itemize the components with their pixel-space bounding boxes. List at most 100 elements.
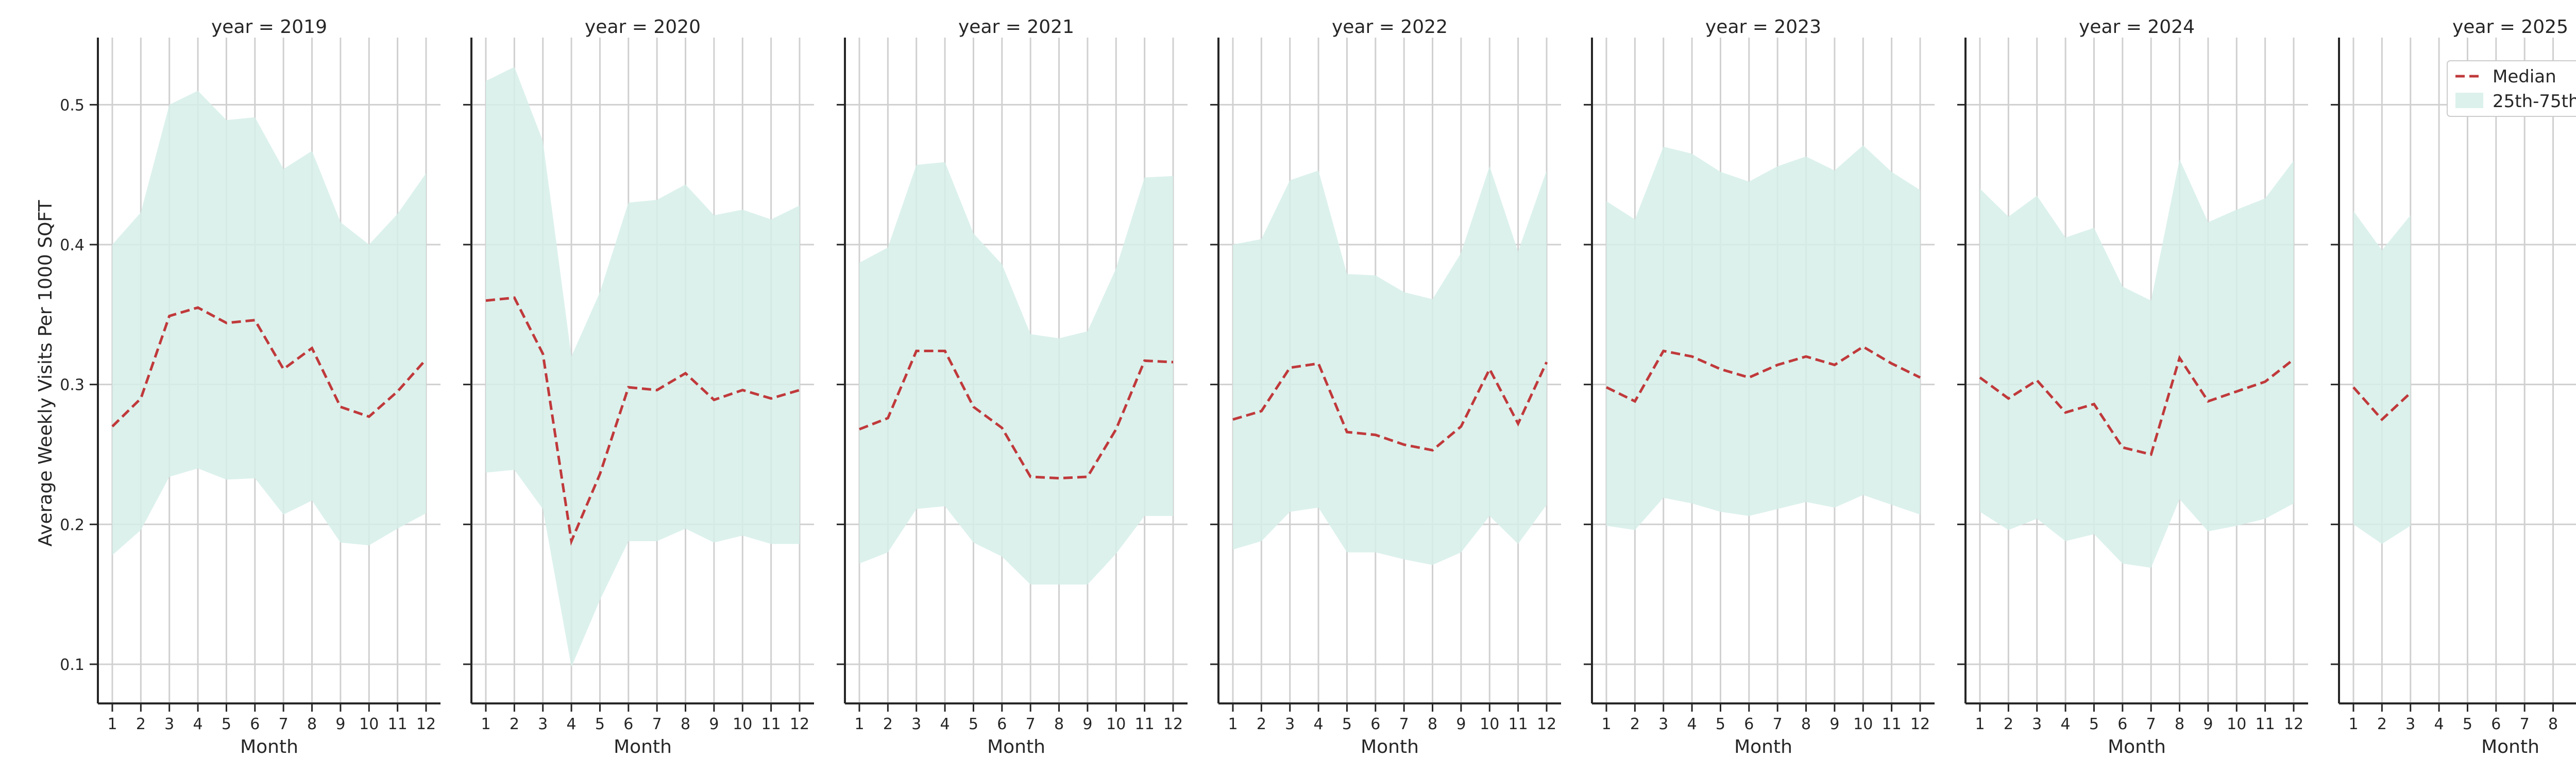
x-tick-label-facet-5-8: 8: [1801, 715, 1811, 733]
facet-title-7: year = 2025: [2452, 16, 2568, 38]
percentile-band-facet-3: [859, 162, 1173, 585]
x-tick-label-facet-3-2: 2: [883, 715, 893, 733]
x-tick-label-facet-6-3: 3: [2032, 715, 2042, 733]
legend-band-label: 25th-75th Percentile: [2493, 91, 2576, 112]
x-tick-label-facet-6-1: 1: [1975, 715, 1985, 733]
x-tick-label-facet-5-4: 4: [1687, 715, 1697, 733]
facet-title-3: year = 2021: [958, 16, 1074, 38]
x-tick-label-facet-6-5: 5: [2089, 715, 2099, 733]
median-line-facet-4: [1232, 361, 1548, 452]
x-tick-label-facet-3-1: 1: [854, 715, 864, 733]
x-tick-label-facet-3-12: 12: [1163, 715, 1183, 733]
x-tick-label-facet-3-7: 7: [1026, 715, 1036, 733]
y-tick-label-3: 0.3: [60, 376, 84, 394]
median-line-facet-2: [485, 296, 800, 546]
x-tick-label-facet-3-11: 11: [1135, 715, 1155, 733]
x-tick-label-facet-4-7: 7: [1399, 715, 1409, 733]
percentile-band-facet-2: [486, 67, 800, 667]
x-tick-label-facet-1-3: 3: [164, 715, 174, 733]
percentile-band-facet-5: [1606, 145, 1920, 530]
x-tick-label-facet-7-5: 5: [2463, 715, 2472, 733]
x-axis-title-facet-7: Month: [2481, 736, 2539, 757]
x-tick-label-facet-2-10: 10: [733, 715, 752, 733]
facet-title-1: year = 2019: [211, 16, 327, 38]
x-tick-label-facet-5-3: 3: [1658, 715, 1668, 733]
x-tick-label-facet-1-1: 1: [107, 715, 117, 733]
x-tick-label-facet-7-1: 1: [2348, 715, 2358, 733]
x-tick-label-facet-2-5: 5: [595, 715, 605, 733]
y-tick-label-4: 0.4: [60, 236, 84, 254]
legend-median-label: Median: [2493, 66, 2556, 87]
x-tick-label-facet-6-11: 11: [2256, 715, 2275, 733]
x-tick-label-facet-7-7: 7: [2520, 715, 2530, 733]
x-axis-title-facet-5: Month: [1734, 736, 1792, 757]
x-tick-label-facet-1-4: 4: [193, 715, 203, 733]
x-tick-label-facet-5-9: 9: [1829, 715, 1839, 733]
x-tick-label-facet-1-8: 8: [307, 715, 317, 733]
x-tick-label-facet-6-8: 8: [2175, 715, 2184, 733]
x-tick-label-facet-2-3: 3: [538, 715, 548, 733]
x-tick-label-facet-2-8: 8: [681, 715, 690, 733]
x-tick-label-facet-4-2: 2: [1257, 715, 1266, 733]
x-tick-label-facet-5-12: 12: [1910, 715, 1930, 733]
y-tick-label-1: 0.1: [60, 656, 84, 674]
x-tick-label-facet-2-12: 12: [790, 715, 809, 733]
x-tick-label-facet-4-3: 3: [1285, 715, 1295, 733]
x-tick-label-facet-3-6: 6: [997, 715, 1007, 733]
y-tick-label-2: 0.2: [60, 516, 84, 534]
x-tick-label-facet-3-9: 9: [1082, 715, 1092, 733]
percentile-band-facet-7: [2353, 211, 2411, 544]
x-tick-label-facet-5-1: 1: [1601, 715, 1611, 733]
facet-title-2: year = 2020: [585, 16, 701, 38]
y-tick-label-5: 0.5: [60, 96, 84, 114]
x-tick-label-facet-1-9: 9: [335, 715, 345, 733]
x-tick-label-facet-4-10: 10: [1480, 715, 1499, 733]
x-tick-label-facet-1-11: 11: [388, 715, 408, 733]
median-line-facet-6: [1979, 355, 2295, 456]
x-tick-label-facet-7-6: 6: [2491, 715, 2501, 733]
percentile-band-facet-1: [112, 91, 426, 556]
x-tick-label-facet-2-7: 7: [652, 715, 662, 733]
x-tick-label-facet-4-9: 9: [1456, 715, 1466, 733]
x-tick-label-facet-2-2: 2: [510, 715, 519, 733]
x-tick-label-facet-3-3: 3: [911, 715, 921, 733]
x-tick-label-facet-6-9: 9: [2203, 715, 2213, 733]
facet-title-6: year = 2024: [2079, 16, 2195, 38]
facet-title-4: year = 2022: [1332, 16, 1448, 38]
x-tick-label-facet-2-11: 11: [761, 715, 781, 733]
y-axis-title: Average Weekly Visits Per 1000 SQFT: [35, 200, 56, 547]
x-tick-label-facet-3-5: 5: [969, 715, 978, 733]
x-tick-label-facet-6-6: 6: [2117, 715, 2127, 733]
x-tick-label-facet-5-6: 6: [1744, 715, 1754, 733]
x-tick-label-facet-6-4: 4: [2061, 715, 2071, 733]
x-tick-label-facet-4-8: 8: [1428, 715, 1437, 733]
x-tick-label-facet-1-12: 12: [416, 715, 436, 733]
legend-band-swatch: [2455, 93, 2483, 108]
x-tick-label-facet-5-5: 5: [1716, 715, 1725, 733]
x-tick-label-facet-4-1: 1: [1228, 715, 1238, 733]
x-tick-label-facet-7-8: 8: [2548, 715, 2558, 733]
x-tick-label-facet-3-8: 8: [1054, 715, 1064, 733]
x-tick-label-facet-3-10: 10: [1106, 715, 1126, 733]
x-tick-label-facet-6-10: 10: [2227, 715, 2246, 733]
facet-title-5: year = 2023: [1705, 16, 1821, 38]
median-line-facet-5: [1605, 345, 1921, 403]
x-axis-title-facet-2: Month: [614, 736, 672, 757]
x-axis-title-facet-1: Month: [240, 736, 298, 757]
x-tick-label-facet-5-10: 10: [1853, 715, 1873, 733]
median-line-facet-1: [111, 306, 427, 427]
x-tick-label-facet-4-4: 4: [1314, 715, 1324, 733]
x-tick-label-facet-7-3: 3: [2405, 715, 2415, 733]
x-tick-label-facet-4-5: 5: [1342, 715, 1352, 733]
x-tick-label-facet-1-5: 5: [222, 715, 231, 733]
x-tick-label-facet-3-4: 4: [940, 715, 950, 733]
x-tick-label-facet-1-7: 7: [279, 715, 289, 733]
x-axis-title-facet-4: Month: [1361, 736, 1419, 757]
x-tick-label-facet-5-11: 11: [1882, 715, 1902, 733]
x-tick-label-facet-2-4: 4: [567, 715, 577, 733]
x-tick-label-facet-5-2: 2: [1630, 715, 1640, 733]
x-tick-label-facet-2-1: 1: [481, 715, 490, 733]
x-tick-label-facet-4-6: 6: [1370, 715, 1380, 733]
